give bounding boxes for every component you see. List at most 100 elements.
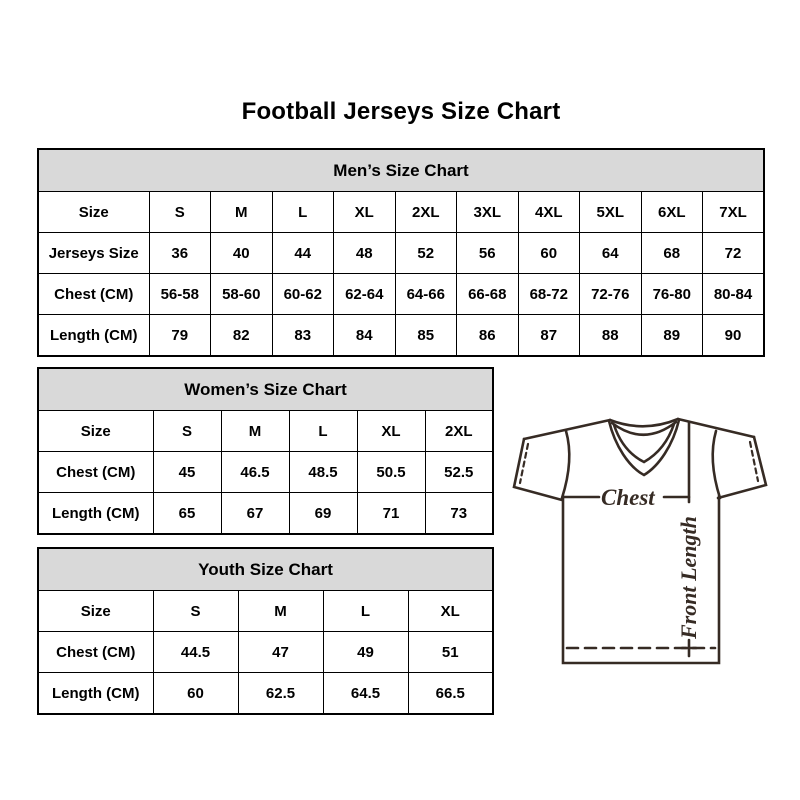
row-label: Length (CM)	[37, 492, 154, 535]
cell-value: 60	[517, 232, 580, 274]
cell-value: L	[288, 410, 358, 452]
mens-table-body: Size S M L XL 2XL 3XL 4XL 5XL 6XL 7XL Jerseys Size 3…	[37, 191, 765, 357]
cell-value: 68-72	[517, 273, 580, 315]
cell-value: 48.5	[288, 451, 358, 493]
row-label: Size	[37, 590, 154, 632]
jersey-left-armhole	[560, 429, 571, 500]
table-row: Size S M L XL 2XL	[37, 410, 494, 452]
row-label: Chest (CM)	[37, 451, 154, 493]
cell-value: 71	[356, 492, 426, 535]
front-length-label: Front Length	[676, 516, 701, 640]
cell-value: 79	[148, 314, 211, 357]
womens-size-table: Women’s Size Chart Size S M L XL 2XL Chest (CM…	[37, 367, 494, 535]
cell-value: M	[210, 191, 273, 233]
row-label: Size	[37, 410, 154, 452]
table-row: Length (CM) 65 67 69 71 73	[37, 492, 494, 535]
table-row: Size S M L XL	[37, 590, 494, 632]
jersey-right-armhole	[711, 429, 722, 500]
table-row: Jerseys Size 36 40 44 48 52 56 60 64 68 72	[37, 232, 765, 274]
womens-table-title: Women’s Size Chart	[37, 367, 494, 411]
jersey-right-cuff-stitch	[748, 440, 760, 483]
jersey-left-sleeve	[512, 437, 564, 502]
jersey-diagram-svg: Chest Front Length	[512, 417, 768, 665]
womens-table-body: Size S M L XL 2XL Chest (CM) 45 46.5 48.5 50.5 52.5…	[37, 410, 494, 535]
table-row: Size S M L XL 2XL 3XL 4XL 5XL 6XL 7XL	[37, 191, 765, 233]
jersey-collar-outer-v	[607, 418, 681, 477]
row-label: Length (CM)	[37, 314, 150, 357]
cell-value: 80-84	[702, 273, 765, 315]
cell-value: XL	[333, 191, 396, 233]
cell-value: M	[220, 410, 290, 452]
cell-value: 58-60	[210, 273, 273, 315]
cell-value: 87	[517, 314, 580, 357]
jersey-right-sleeve	[716, 435, 768, 500]
cell-value: 62-64	[333, 273, 396, 315]
cell-value: 69	[288, 492, 358, 535]
cell-value: L	[322, 590, 409, 632]
cell-value: 60	[152, 672, 239, 715]
jersey-collar-inner-v	[612, 422, 676, 464]
table-row: Length (CM) 60 62.5 64.5 66.5	[37, 672, 494, 715]
youth-table-title: Youth Size Chart	[37, 547, 494, 591]
cell-value: 66-68	[456, 273, 519, 315]
table-row: Chest (CM) 56-58 58-60 60-62 62-64 64-66 66-68…	[37, 273, 765, 315]
cell-value: 40	[210, 232, 273, 274]
cell-value: 66.5	[407, 672, 494, 715]
cell-value: 67	[220, 492, 290, 535]
table-row: Chest (CM) 45 46.5 48.5 50.5 52.5	[37, 451, 494, 493]
cell-value: 48	[333, 232, 396, 274]
jersey-collar-top-arc	[608, 417, 680, 428]
mens-size-table: Men’s Size Chart Size S M L XL 2XL 3XL 4XL 5XL 6X…	[37, 148, 765, 357]
cell-value: XL	[356, 410, 426, 452]
table-row: Chest (CM) 44.5 47 49 51	[37, 631, 494, 673]
row-label: Chest (CM)	[37, 273, 150, 315]
jersey-collar-mid-arc	[610, 420, 678, 436]
table-title-row: Men’s Size Chart	[37, 148, 765, 192]
cell-value: 6XL	[640, 191, 703, 233]
cell-value: 62.5	[237, 672, 324, 715]
cell-value: 86	[456, 314, 519, 357]
cell-value: 46.5	[220, 451, 290, 493]
cell-value: 88	[579, 314, 642, 357]
cell-value: 73	[424, 492, 494, 535]
cell-value: 60-62	[271, 273, 334, 315]
cell-value: 50.5	[356, 451, 426, 493]
table-title-row: Youth Size Chart	[37, 547, 494, 591]
cell-value: 64-66	[394, 273, 457, 315]
cell-value: 82	[210, 314, 273, 357]
youth-table-body: Size S M L XL Chest (CM) 44.5 47 49 51 Length (CM)…	[37, 590, 494, 715]
cell-value: 56	[456, 232, 519, 274]
cell-value: 85	[394, 314, 457, 357]
cell-value: 64.5	[322, 672, 409, 715]
cell-value: 2XL	[394, 191, 457, 233]
cell-value: S	[152, 410, 222, 452]
cell-value: 49	[322, 631, 409, 673]
cell-value: XL	[407, 590, 494, 632]
cell-value: 3XL	[456, 191, 519, 233]
row-label: Chest (CM)	[37, 631, 154, 673]
row-label: Size	[37, 191, 150, 233]
row-label: Jerseys Size	[37, 232, 150, 274]
cell-value: 56-58	[148, 273, 211, 315]
cell-value: L	[271, 191, 334, 233]
table-row: Length (CM) 79 82 83 84 85 86 87 88 89 90	[37, 314, 765, 357]
mens-table-title: Men’s Size Chart	[37, 148, 765, 192]
cell-value: 68	[640, 232, 703, 274]
cell-value: 45	[152, 451, 222, 493]
row-label: Length (CM)	[37, 672, 154, 715]
cell-value: 90	[702, 314, 765, 357]
cell-value: 72-76	[579, 273, 642, 315]
cell-value: 44.5	[152, 631, 239, 673]
cell-value: 7XL	[702, 191, 765, 233]
cell-value: 5XL	[579, 191, 642, 233]
cell-value: 51	[407, 631, 494, 673]
cell-value: 2XL	[424, 410, 494, 452]
page-title: Football Jerseys Size Chart	[241, 98, 561, 125]
cell-value: 65	[152, 492, 222, 535]
cell-value: 36	[148, 232, 211, 274]
cell-value: S	[148, 191, 211, 233]
cell-value: M	[237, 590, 324, 632]
cell-value: 44	[271, 232, 334, 274]
cell-value: 64	[579, 232, 642, 274]
